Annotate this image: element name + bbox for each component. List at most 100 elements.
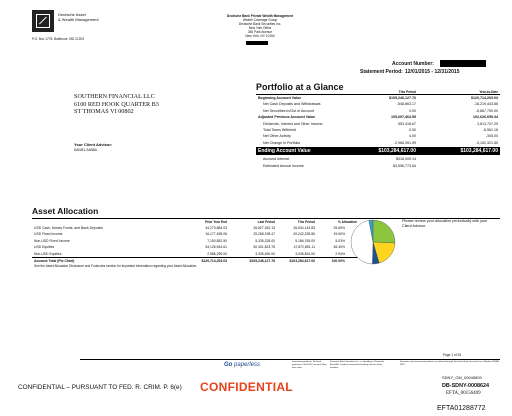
asset-allocation-title: Asset Allocation: [32, 206, 99, 216]
row-ytd: -6,561.16: [482, 128, 498, 132]
col-ytd: Year-to-Date: [479, 90, 498, 94]
row-ytd: -5,867,750.00: [475, 108, 498, 113]
footer-rule: [80, 359, 500, 360]
aa-total-row: Account Total (Pie Chart) $120,714,203.03…: [32, 257, 387, 264]
aa-cell-this: 5,186,765.00: [295, 238, 315, 243]
aa-cell-label: USD Equities: [34, 245, 55, 250]
account-number-redaction: [440, 60, 486, 67]
aa-cell-pct: 2.94%: [335, 251, 345, 256]
aa-cell-pct: 46.40%: [333, 245, 346, 250]
portfolio-row: Accrued Interest $316,009.14: [256, 156, 500, 162]
page-number: Page 1 of 25: [443, 353, 462, 357]
aa-cell-prior: 54,126,544.61: [205, 245, 227, 250]
row-ytd: -3,152,321.50: [475, 140, 498, 145]
aa-header: This Period: [297, 220, 315, 224]
efta-small: EFTA_00156409: [446, 391, 481, 396]
statement-period-value: 12/01/2015 - 12/31/2015: [405, 69, 460, 75]
row-this-period: $103,284,617.00: [378, 148, 416, 155]
row-label: Net Change in Portfolio: [263, 140, 301, 145]
statement-period-label: Statement Period:: [360, 69, 403, 75]
aa-cell-this: 20,242,235.86: [293, 232, 315, 237]
row-this-period: -2,966,261.99: [393, 140, 416, 145]
aa-cell-label: Non-USD Fixed Income: [34, 238, 70, 243]
aa-cell-label: Non-USD Equities: [34, 251, 62, 256]
aa-cell-label: Account Total (Pie Chart): [34, 259, 75, 263]
aa-cell-this: 47,872,851.11: [293, 245, 315, 250]
allocation-pie-chart: [350, 219, 396, 265]
aa-footnote: See the Asset Allocation Disclosure and …: [34, 264, 198, 268]
efta-bottom: EFTA01288772: [437, 405, 486, 412]
row-this-period: 105,697,464.59: [391, 115, 416, 120]
address-line: ST THOMAS VI 00802: [74, 108, 134, 116]
aa-cell-prior: 44,273,884.03: [205, 226, 227, 230]
deutsche-bank-logo-icon: [32, 10, 54, 32]
blurb-text: Investment products: No bank guarantee |…: [292, 361, 327, 369]
portfolio-row: Dividends, Interest and Other Income 553,…: [256, 121, 500, 127]
row-this-period: $105,246,127.76: [389, 96, 416, 100]
row-ytd: $120,714,203.03: [471, 96, 498, 100]
footer-blurb: Securities and investment products are o…: [400, 361, 500, 373]
row-this-period: $3,596,773.64: [393, 163, 416, 168]
sender-line: Wealth Coverage Group: [242, 18, 278, 22]
row-ytd: -18,219,443.88: [473, 102, 498, 107]
row-this-period: 0.00: [409, 128, 416, 132]
aa-header: Last Period: [257, 220, 275, 224]
sender-line: Deutsche Bank Securities Inc.: [238, 22, 282, 26]
portfolio-row: Net Other Activity 4.00 -305.00: [256, 133, 500, 139]
aa-cell-prior: 2,986,299.00: [207, 251, 227, 256]
row-ytd: $103,284,617.00: [460, 148, 498, 155]
aa-cell-prior: $120,714,203.03: [201, 259, 227, 263]
aa-header: Prior Year End: [205, 220, 227, 224]
aa-cell-label: USD Cash, Money Funds, and Bank Deposits: [34, 226, 103, 230]
aa-cell-this: $103,284,617.00: [289, 259, 315, 263]
row-label: Net Cash Deposits and Withdrawals: [263, 102, 321, 107]
portfolio-title: Portfolio at a Glance: [256, 82, 344, 92]
row-ytd: 102,626,659.34: [473, 115, 498, 120]
row-this-period: 553,418.67: [398, 121, 416, 126]
aa-cell-pct: 25.69%: [333, 226, 346, 230]
pie-slice: [372, 219, 396, 244]
advisor-label: Your Client Advisor:: [74, 142, 113, 147]
aa-header: % Allocation: [337, 220, 357, 224]
firm-name-line1: Deutsche Asset: [58, 12, 86, 17]
aa-cell-last: 25,268,198.47: [253, 232, 275, 237]
advisor-name: DANIEL SABBA: [74, 148, 97, 152]
blurb-text: Deutsche Bank Securities Inc., a subsidi…: [330, 361, 385, 369]
col-this-period: This Period: [398, 90, 416, 94]
aa-cell-pct: 19.60%: [333, 232, 346, 237]
row-ytd: -305.00: [485, 134, 498, 139]
row-label: Net Securities In/Out of Account: [263, 108, 314, 113]
row-label: Dividends, Interest and Other Income: [263, 121, 323, 126]
row-label: Ending Account Value: [258, 148, 311, 155]
portfolio-table: This Period Year-to-Date Beginning Accou…: [256, 84, 500, 224]
portfolio-row: Net Change in Portfolio -2,966,261.99 -3,1…: [256, 140, 500, 146]
aa-cell-prior: 16,177,455.06: [205, 232, 227, 237]
redaction-box: [246, 41, 268, 45]
portfolio-row: Net Securities In/Out of Account 0.00 -5,8…: [256, 108, 500, 114]
aa-cell-prior: 7,150,852.50: [207, 238, 227, 243]
row-label: Accrued Interest: [263, 157, 290, 162]
aa-cell-pct: 100.00%: [331, 259, 345, 263]
portfolio-row: Total Taxes Withheld 0.00 -6,561.16: [256, 127, 500, 133]
sender-line: Deutsche Bank Private Wealth Management: [226, 14, 294, 18]
confidential-stamp: CONFIDENTIAL: [200, 380, 293, 394]
review-note: Please review your allocation periodical…: [402, 219, 488, 228]
firm-po-box: P.O. Box 1776, Baltimore, MD 21203: [32, 37, 85, 41]
pie-slice: [350, 220, 374, 265]
portfolio-row: Ending Account Value $103,284,617.00 $103,…: [256, 147, 500, 156]
row-label: Beginning Account Value: [258, 96, 302, 100]
portfolio-row: Estimated Annual Income $3,596,773.64: [256, 163, 500, 169]
aa-cell-label: USD Fixed Income: [34, 232, 63, 237]
sdny-bates-1: SDNY_GM_00045800: [442, 375, 482, 380]
portfolio-row: Adjusted Previous Account Value 105,697,4…: [256, 114, 500, 120]
footer-blurb: Deutsche Bank Securities Inc., a subsidi…: [330, 361, 388, 373]
row-this-period: $316,009.14: [396, 157, 416, 162]
blurb-text: Securities and investment products are o…: [400, 361, 499, 366]
pie-slice: [368, 219, 374, 243]
sender-line: New York Office: [248, 26, 272, 30]
sender-block: Deutsche Bank Private Wealth Management …: [212, 14, 308, 38]
aa-cell-last: $105,246,127.76: [249, 259, 275, 263]
aa-cell-last: 5,335,228.00: [255, 238, 275, 243]
firm-name-line2: & Wealth Management: [58, 17, 99, 22]
section-rule: [32, 218, 500, 219]
